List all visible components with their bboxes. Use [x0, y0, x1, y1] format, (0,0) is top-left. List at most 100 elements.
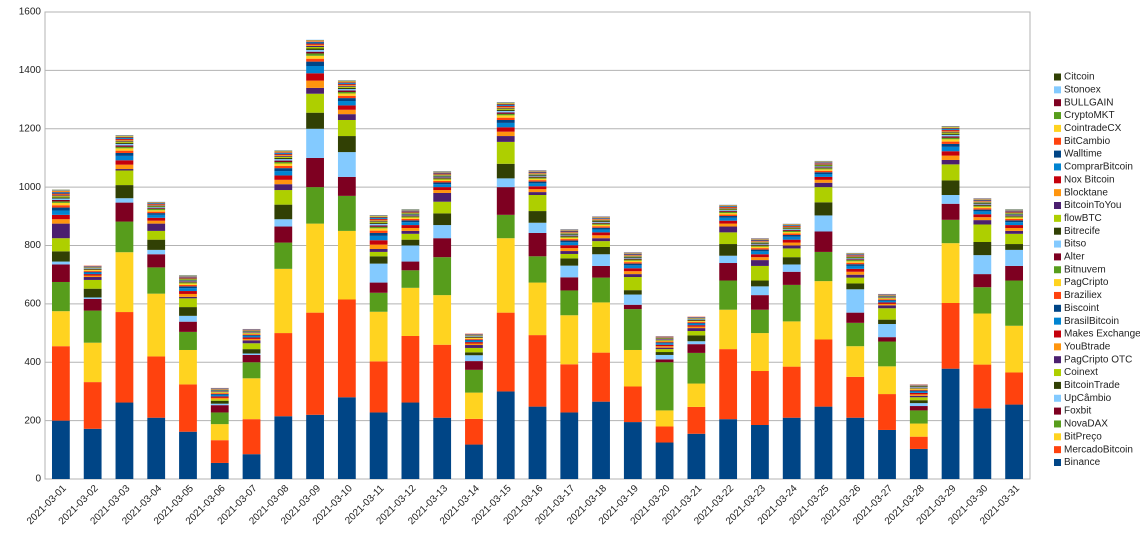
bar-segment [814, 339, 833, 407]
bar-segment [369, 251, 388, 257]
bar-segment [465, 336, 483, 337]
bar-segment [592, 219, 610, 220]
bar-segment [496, 105, 515, 106]
bar-segment [433, 213, 452, 226]
bar-segment [337, 84, 356, 85]
bar-segment [751, 260, 769, 266]
bar-segment [560, 232, 579, 233]
bar-segment [274, 162, 293, 164]
bar-segment [242, 340, 261, 344]
bar-segment [465, 335, 483, 337]
bar-segment [306, 61, 324, 66]
bar-segment [179, 431, 197, 479]
bar-segment [846, 417, 865, 479]
bar-segment [973, 202, 992, 204]
bar-segment [719, 210, 738, 212]
bar-segment [210, 424, 229, 441]
bar-segment [242, 338, 261, 341]
bar-segment [719, 244, 738, 256]
bar-segment [401, 211, 420, 212]
legend-label: Nox Bitcoin [1064, 174, 1115, 185]
bar-segment [623, 255, 642, 257]
bar-segment [751, 248, 769, 250]
bar-segment [973, 287, 992, 314]
bar-segment [179, 321, 197, 332]
bar-segment [719, 208, 738, 210]
bar-segment [973, 214, 992, 218]
bar-segment [274, 159, 293, 161]
bar-segment [528, 172, 547, 174]
bar-segment [528, 180, 547, 182]
bar-segment [496, 103, 515, 105]
bar-segment [465, 343, 483, 346]
bar-segment [719, 214, 738, 217]
bar-segment [623, 262, 642, 264]
bar-segment [814, 163, 833, 165]
bar-segment [1005, 280, 1024, 326]
bar-segment [941, 151, 960, 156]
bar-segment [782, 225, 801, 226]
bar-segment [179, 280, 197, 282]
legend-swatch [1054, 112, 1061, 120]
bar-segment [179, 277, 197, 278]
bar-segment [306, 223, 324, 313]
bar-segment [592, 219, 610, 221]
legend-swatch [1054, 446, 1061, 454]
bar-segment [592, 221, 610, 223]
bar-segment [115, 145, 134, 147]
bar-segment [528, 256, 547, 283]
bar-segment [83, 288, 102, 298]
bar-segment [623, 422, 642, 479]
bar-segment [401, 210, 420, 212]
bar-segment [337, 397, 356, 479]
bar-segment [306, 44, 324, 46]
bar-segment [433, 174, 452, 176]
bar-segment [147, 205, 166, 206]
bar-segment [973, 201, 992, 202]
bar-segment [306, 87, 324, 94]
bar-segment [846, 283, 865, 290]
bar-segment [941, 127, 960, 129]
bar-segment [465, 338, 483, 340]
bar-segment [623, 349, 642, 387]
bar-segment [1005, 217, 1024, 219]
bar-segment [337, 299, 356, 398]
bar-segment [337, 98, 356, 102]
bar-segment [592, 265, 610, 278]
bar-segment [687, 335, 706, 342]
bar-segment [592, 352, 610, 402]
bar-segment [337, 176, 356, 196]
y-tick-label: 200 [24, 415, 41, 426]
bar-segment [337, 152, 356, 177]
legend-swatch [1054, 99, 1061, 107]
bar-segment [878, 297, 896, 299]
legend-swatch [1054, 304, 1061, 312]
bar-segment [274, 268, 293, 334]
bar-segment [337, 82, 356, 84]
bar-segment [433, 238, 452, 258]
bar-segment [687, 318, 706, 320]
bar-segment [719, 263, 738, 281]
bar-segment [687, 341, 706, 345]
bar-segment [782, 227, 801, 228]
bar-segment [369, 249, 388, 252]
bar-segment [179, 296, 197, 299]
bar-segment [51, 191, 70, 193]
bar-segment [337, 87, 356, 90]
bar-segment [369, 235, 388, 241]
bar-segment [433, 178, 452, 180]
bar-segment [909, 397, 928, 401]
bar-segment [496, 312, 515, 392]
bar-segment [433, 172, 452, 174]
y-tick-label: 1400 [19, 65, 42, 76]
bar-segment [623, 257, 642, 259]
bar-segment [941, 180, 960, 196]
bar-segment [846, 277, 865, 284]
bar-segment [496, 103, 515, 104]
bar-segment [973, 211, 992, 215]
bar-segment [1005, 372, 1024, 405]
bar-segment [909, 387, 928, 389]
bar-segment [115, 198, 134, 203]
bar-segment [115, 137, 134, 139]
bar-segment [941, 159, 960, 165]
